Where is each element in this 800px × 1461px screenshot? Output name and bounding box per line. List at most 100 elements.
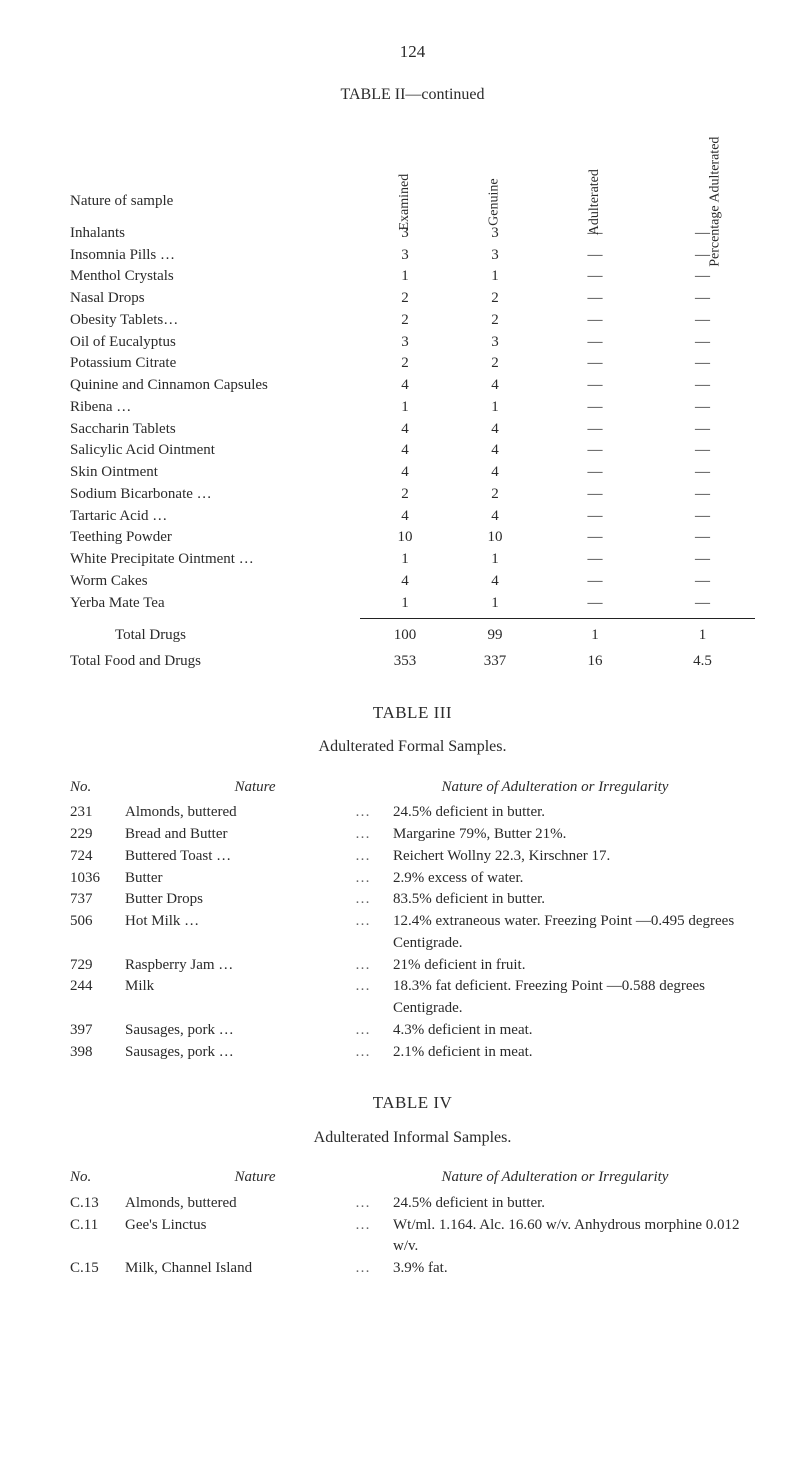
table3-header-row: No. Nature Nature of Adulteration or Irr…	[70, 777, 755, 799]
total-drugs-perc: 1	[650, 621, 755, 647]
row-adult: —	[540, 332, 650, 354]
row-genuine: 3	[450, 223, 540, 245]
table2-grand-totals: Total Food and Drugs 353 337 16 4.5	[70, 647, 755, 673]
row-perc: —	[650, 440, 755, 462]
row-desc: 24.5% deficient in butter.	[385, 802, 755, 824]
row-examined: 2	[360, 310, 450, 332]
row-nature: Potassium Citrate	[70, 353, 360, 375]
table3-subtitle: Adulterated Formal Samples.	[70, 735, 755, 758]
row-adult: —	[540, 266, 650, 288]
row-nature: Insomnia Pills …	[70, 245, 360, 267]
table-row: 729Raspberry Jam ……21% deficient in frui…	[70, 955, 755, 977]
table2-header-nature: Nature of sample	[70, 191, 360, 213]
row-desc: Reichert Wollny 22.3, Kirschner 17.	[385, 846, 755, 868]
row-examined: 4	[360, 462, 450, 484]
leader-dots: …	[355, 911, 385, 933]
leader-dots: …	[355, 1020, 385, 1042]
row-nature: Sausages, pork …	[125, 1020, 355, 1042]
row-nature: Obesity Tablets…	[70, 310, 360, 332]
leader-dots: …	[355, 868, 385, 890]
table-row: 506Hot Milk ……12.4% extraneous water. Fr…	[70, 911, 755, 955]
row-adult: —	[540, 375, 650, 397]
row-nature: Butter Drops	[125, 889, 355, 911]
row-perc: —	[650, 506, 755, 528]
table-row: 244Milk…18.3% fat deficient. Freezing Po…	[70, 976, 755, 1020]
leader-dots: …	[355, 1258, 385, 1280]
total-drugs-label: Total Drugs	[70, 625, 360, 647]
row-no: C.13	[70, 1193, 125, 1215]
row-nature: Saccharin Tablets	[70, 419, 360, 441]
table3: No. Nature Nature of Adulteration or Irr…	[70, 777, 755, 1064]
row-examined: 4	[360, 440, 450, 462]
row-desc: 2.1% deficient in meat.	[385, 1042, 755, 1064]
total-drugs-examined: 100	[360, 621, 450, 647]
table4-header-nature: Nature	[125, 1167, 385, 1189]
row-genuine: 1	[450, 397, 540, 419]
total-food-drugs-label: Total Food and Drugs	[70, 651, 360, 673]
row-nature: Milk	[125, 976, 355, 998]
row-examined: 1	[360, 593, 450, 615]
row-nature: Sausages, pork …	[125, 1042, 355, 1064]
row-genuine: 2	[450, 288, 540, 310]
row-no: 229	[70, 824, 125, 846]
row-perc: —	[650, 223, 755, 245]
row-nature: White Precipitate Ointment …	[70, 549, 360, 571]
total-food-drugs-examined: 353	[360, 647, 450, 673]
table-row: Insomnia Pills …33——	[70, 245, 755, 267]
row-genuine: 4	[450, 375, 540, 397]
leader-dots: …	[355, 976, 385, 998]
table2-header-percentage: Percentage Adulterated	[650, 191, 780, 213]
row-nature: Almonds, buttered	[125, 802, 355, 824]
row-perc: —	[650, 375, 755, 397]
row-adult: —	[540, 527, 650, 549]
leader-dots: …	[355, 1042, 385, 1064]
table-row: C.11Gee's Linctus…Wt/ml. 1.164. Alc. 16.…	[70, 1215, 755, 1259]
row-perc: —	[650, 462, 755, 484]
row-perc: —	[650, 353, 755, 375]
row-perc: —	[650, 571, 755, 593]
row-perc: —	[650, 484, 755, 506]
row-genuine: 4	[450, 571, 540, 593]
table-row: Menthol Crystals11——	[70, 266, 755, 288]
row-nature: Oil of Eucalyptus	[70, 332, 360, 354]
row-adult: —	[540, 288, 650, 310]
row-genuine: 1	[450, 266, 540, 288]
row-nature: Butter	[125, 868, 355, 890]
table-row: 229Bread and Butter…Margarine 79%, Butte…	[70, 824, 755, 846]
table-row: 231Almonds, buttered…24.5% deficient in …	[70, 802, 755, 824]
table4-body: C.13Almonds, buttered…24.5% deficient in…	[70, 1193, 755, 1280]
total-food-drugs-adult: 16	[540, 647, 650, 673]
leader-dots: …	[355, 889, 385, 911]
table-row: Skin Ointment44——	[70, 462, 755, 484]
row-no: 397	[70, 1020, 125, 1042]
row-nature: Raspberry Jam …	[125, 955, 355, 977]
row-nature: Almonds, buttered	[125, 1193, 355, 1215]
row-genuine: 4	[450, 419, 540, 441]
row-adult: —	[540, 245, 650, 267]
row-no: 724	[70, 846, 125, 868]
table-row: 398Sausages, pork ……2.1% deficient in me…	[70, 1042, 755, 1064]
row-no: C.15	[70, 1258, 125, 1280]
row-genuine: 4	[450, 462, 540, 484]
row-examined: 1	[360, 266, 450, 288]
row-no: 398	[70, 1042, 125, 1064]
table3-header-no: No.	[70, 777, 125, 799]
table4-title: TABLE IV	[70, 1091, 755, 1116]
table-row: Ribena …11——	[70, 397, 755, 419]
row-desc: 2.9% excess of water.	[385, 868, 755, 890]
table-row: Yerba Mate Tea11——	[70, 593, 755, 615]
row-nature: Milk, Channel Island	[125, 1258, 355, 1280]
row-adult: —	[540, 462, 650, 484]
table2-header-adulterated: Adulterated	[540, 191, 650, 213]
table2-header-genuine: Genuine	[450, 191, 540, 213]
row-nature: Skin Ointment	[70, 462, 360, 484]
row-adult: —	[540, 549, 650, 571]
row-nature: Yerba Mate Tea	[70, 593, 360, 615]
leader-dots: …	[355, 824, 385, 846]
total-food-drugs-genuine: 337	[450, 647, 540, 673]
row-genuine: 2	[450, 310, 540, 332]
row-nature: Buttered Toast …	[125, 846, 355, 868]
row-examined: 2	[360, 288, 450, 310]
row-adult: —	[540, 571, 650, 593]
row-perc: —	[650, 527, 755, 549]
